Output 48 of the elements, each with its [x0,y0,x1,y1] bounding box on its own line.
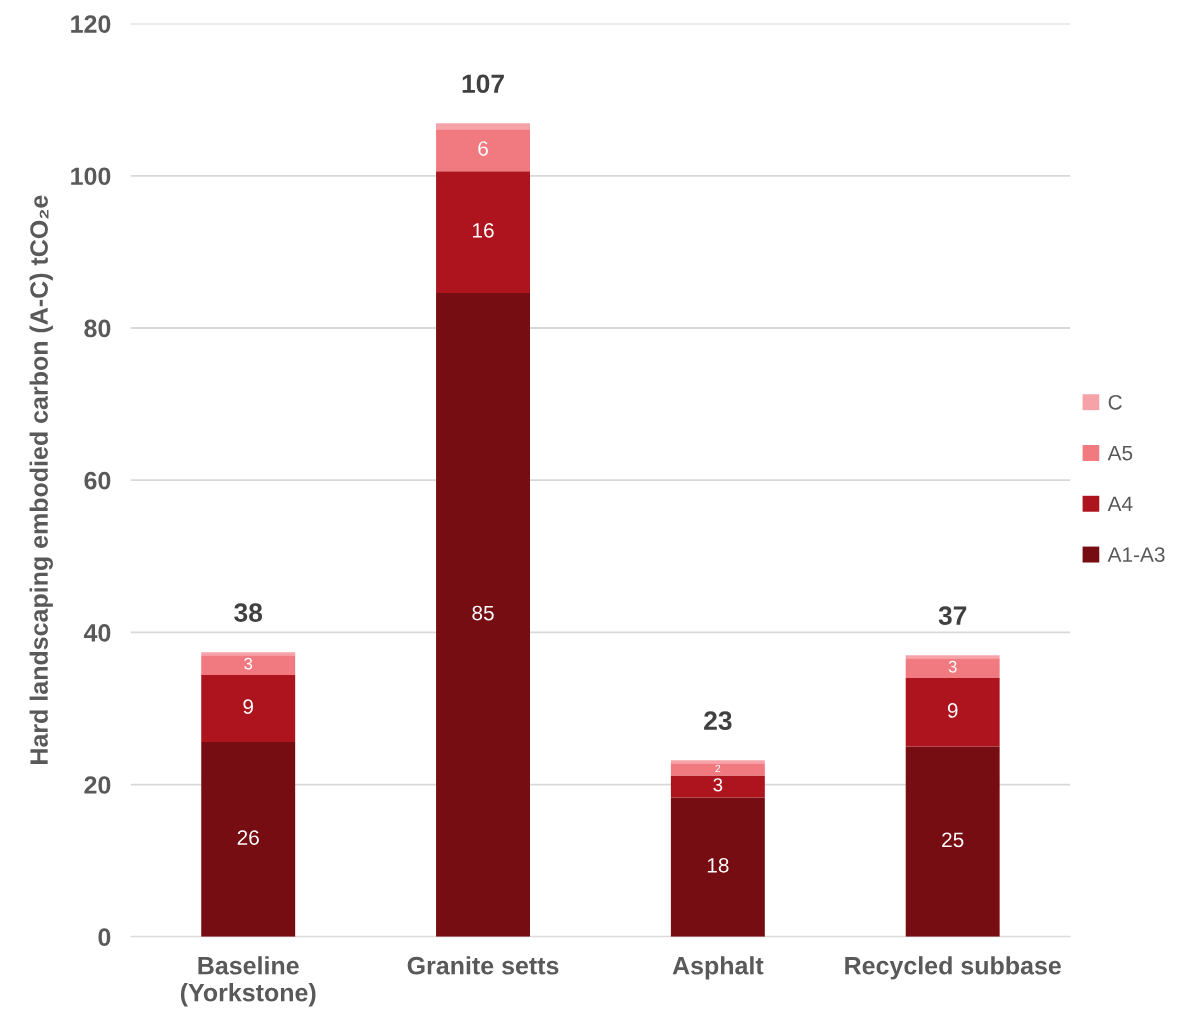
y-tick-label: 0 [98,928,111,947]
data-label: 9 [947,703,958,718]
bar [670,797,765,937]
y-tick-label: 20 [84,776,111,794]
data-label: 6 [478,141,488,156]
bar [436,171,530,293]
x-tick-label: Baseline (Yorkstone) [180,956,316,1007]
data-label: 3 [244,657,253,670]
bar [670,763,765,776]
y-tick-label: 120 [71,15,111,33]
x-tick-label: Recycled subbase [845,956,1061,980]
x-tick-label: Asphalt [672,956,764,980]
bar [436,292,530,937]
bar [201,655,296,675]
bar [436,129,530,172]
data-label: 16 [473,222,494,238]
total-label: 38 [234,603,263,622]
bar [201,652,296,656]
total-label: 37 [938,606,967,626]
y-tick-label: 60 [84,471,111,490]
total-label: 107 [462,74,504,94]
legend-label: A5 [1107,445,1133,461]
bar [201,674,296,742]
bar [905,655,1000,659]
data-label: 85 [472,605,494,621]
data-label: 2 [715,764,721,773]
data-label: 9 [243,699,254,715]
y-tick-label: 100 [71,167,111,186]
data-label: 3 [713,778,723,792]
bar [905,746,1000,937]
y-tick-label: 80 [84,319,111,338]
bar [201,741,296,937]
total-label: 23 [704,711,732,731]
bar [436,123,530,130]
legend-label: C [1108,394,1122,410]
y-axis-title: Hard landscaping embodied carbon (A-C) tCO₂e [29,195,53,764]
bar [905,658,1000,679]
bar [670,760,765,764]
bar [670,775,765,798]
data-label: 18 [707,857,729,873]
data-label: 26 [237,830,259,845]
x-tick-label: Granite setts [407,956,559,975]
legend-label: A1-A3 [1107,547,1165,562]
data-label: 3 [948,660,957,673]
bar [905,678,1000,747]
legend-label: A4 [1107,496,1133,511]
y-tick-label: 40 [83,623,111,642]
data-label: 25 [942,832,964,848]
